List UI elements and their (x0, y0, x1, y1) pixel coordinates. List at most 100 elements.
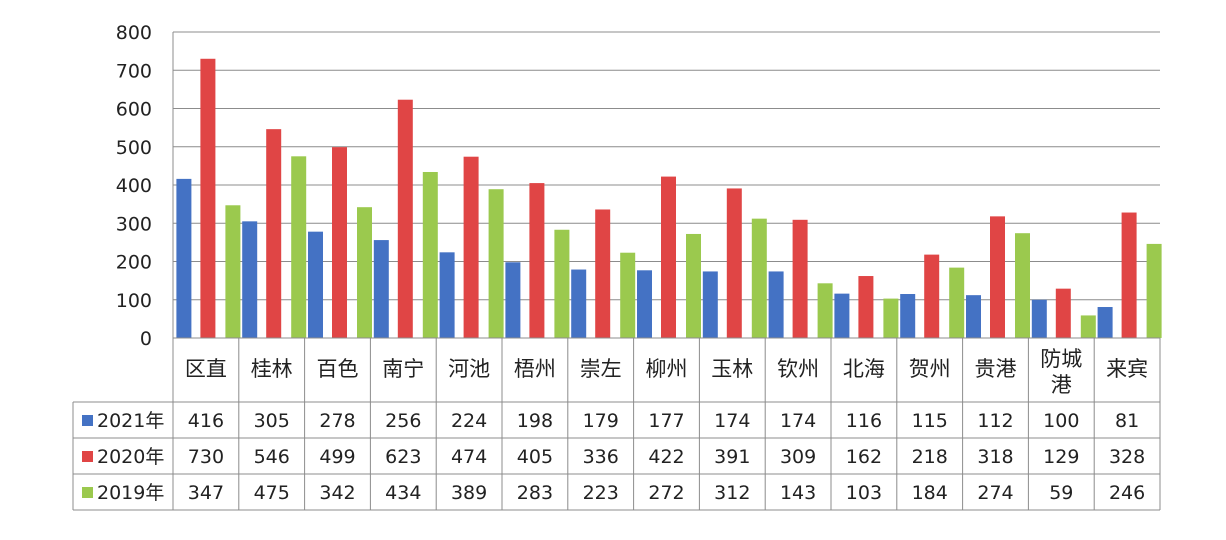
table-value: 312 (714, 482, 750, 504)
bar (1097, 307, 1113, 338)
legend-label: 2019年 (97, 482, 164, 504)
bar (439, 252, 455, 338)
table-value: 434 (385, 482, 421, 504)
bar (1015, 233, 1030, 338)
table-value: 499 (319, 446, 355, 468)
bar (266, 129, 282, 338)
bar (1031, 299, 1047, 338)
bars (176, 58, 1162, 339)
legend-label: 2021年 (97, 410, 164, 432)
table-value: 278 (319, 410, 355, 432)
bar (924, 254, 940, 338)
table-value: 422 (648, 446, 684, 468)
table-value: 730 (188, 446, 224, 468)
bar (332, 147, 347, 338)
table-value: 129 (1043, 446, 1079, 468)
bar (768, 271, 784, 338)
category-label: 南宁 (382, 357, 424, 381)
bar (357, 207, 372, 338)
table-value: 623 (385, 446, 421, 468)
bar (1080, 315, 1096, 338)
bar (225, 205, 241, 338)
table-value: 389 (451, 482, 487, 504)
table-value: 256 (385, 410, 421, 432)
category-label: 区直 (185, 357, 227, 381)
category-label: 北海 (843, 357, 885, 381)
table-value: 305 (254, 410, 290, 432)
bar (571, 269, 587, 338)
y-tick-label: 700 (116, 60, 152, 82)
table-value: 274 (977, 482, 1013, 504)
bar (792, 219, 808, 338)
y-tick-label: 100 (116, 290, 152, 312)
y-tick-label: 600 (116, 99, 152, 121)
bar (883, 298, 899, 338)
bar (817, 283, 833, 338)
category-label: 崇左 (580, 357, 622, 381)
category-label: 百色 (317, 357, 359, 381)
table-value: 336 (583, 446, 619, 468)
bar (637, 270, 652, 338)
category-label: 防城 (1040, 347, 1082, 371)
bar (488, 189, 504, 338)
legend-key (82, 415, 93, 426)
bar (308, 231, 323, 338)
bar (422, 171, 438, 338)
table-value: 391 (714, 446, 750, 468)
bar (373, 240, 389, 338)
bar (595, 209, 611, 338)
y-tick-label: 300 (116, 213, 152, 235)
category-label: 钦州 (777, 357, 819, 381)
legend-key (82, 451, 93, 462)
legend-key (82, 487, 93, 498)
table-value: 198 (517, 410, 553, 432)
bar (966, 295, 981, 338)
bar (834, 293, 850, 338)
bar (990, 216, 1005, 338)
y-tick-label: 0 (140, 328, 152, 350)
bar (900, 294, 916, 338)
category-label: 贵港 (975, 357, 1017, 381)
bar (620, 252, 636, 338)
table-value: 475 (254, 482, 290, 504)
y-tick-label: 800 (116, 22, 152, 44)
y-tick-label: 500 (116, 137, 152, 159)
bar (505, 262, 521, 338)
bar (529, 183, 545, 338)
table-value: 474 (451, 446, 487, 468)
table-value: 103 (846, 482, 882, 504)
table-value: 283 (517, 482, 553, 504)
category-label: 贺州 (909, 357, 951, 381)
bar (726, 188, 742, 338)
category-label: 桂林 (251, 357, 293, 381)
table-value: 174 (714, 410, 750, 432)
table-value: 100 (1043, 410, 1079, 432)
table-value: 546 (254, 446, 290, 468)
bar (1121, 212, 1137, 338)
table-value: 272 (648, 482, 684, 504)
bar (702, 271, 718, 338)
bar (751, 218, 767, 338)
bar (1146, 243, 1162, 338)
bar (686, 233, 701, 338)
data-table: 区直 桂林 百色 南宁 河池 梧州 崇左 柳州 玉林 钦州 北海 贺州 贵港 防城港 来宾 2021年 416 3… (72, 337, 1161, 511)
table-value: 218 (912, 446, 948, 468)
table-value: 81 (1115, 410, 1139, 432)
table-value: 115 (912, 410, 948, 432)
category-label: 来宾 (1106, 357, 1148, 381)
table-value: 174 (780, 410, 816, 432)
table-value: 309 (780, 446, 816, 468)
bar (242, 221, 258, 338)
table-value: 116 (846, 410, 882, 432)
bar (661, 176, 676, 338)
table-value: 342 (319, 482, 355, 504)
table-value: 223 (583, 482, 619, 504)
category-label: 玉林 (711, 357, 753, 381)
bar (463, 156, 479, 338)
table-value: 318 (977, 446, 1013, 468)
bar (554, 229, 570, 338)
table-value: 328 (1109, 446, 1145, 468)
bar (949, 267, 965, 338)
table-value: 246 (1109, 482, 1145, 504)
